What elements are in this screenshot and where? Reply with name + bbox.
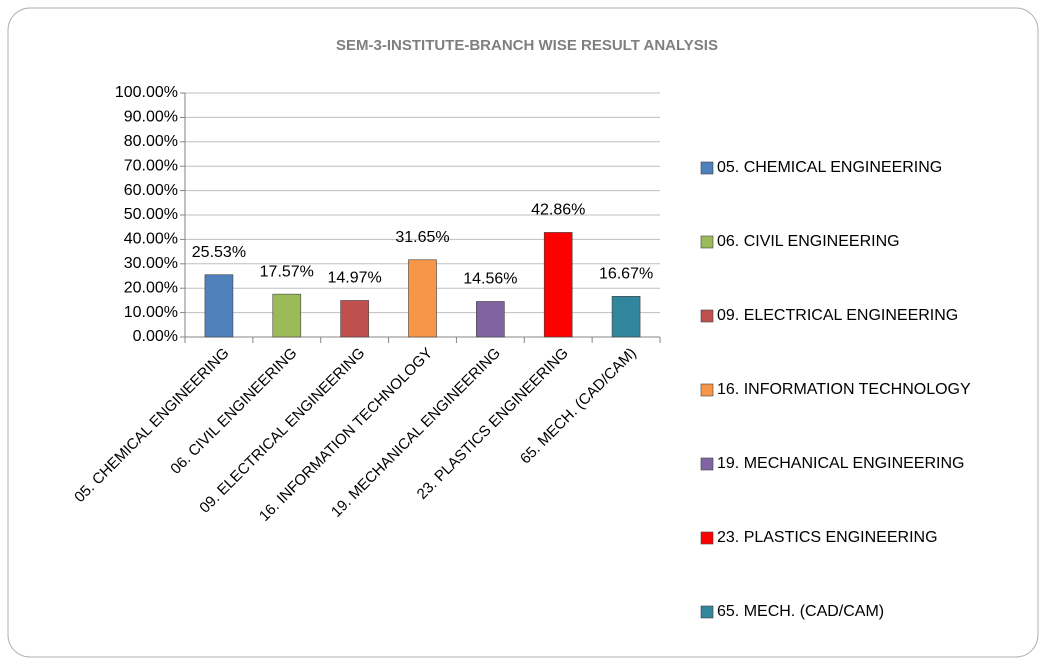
bar <box>272 293 302 338</box>
legend-swatch <box>700 531 714 545</box>
chart-title: SEM-3-INSTITUTE-BRANCH WISE RESULT ANALY… <box>336 37 718 54</box>
chart-border <box>7 7 1039 658</box>
y-tick-label: 20.00% <box>124 279 178 296</box>
y-tick-label: 50.00% <box>124 206 178 223</box>
bar <box>340 300 369 338</box>
y-tick-label: 0.00% <box>133 328 178 345</box>
legend-swatch <box>700 457 714 471</box>
legend-label: 16. INFORMATION TECHNOLOGY <box>717 381 971 398</box>
data-label: 17.57% <box>260 263 314 280</box>
legend-label: 65. MECH. (CAD/CAM) <box>717 603 884 620</box>
y-tick-label: 70.00% <box>124 157 178 174</box>
legend-label: 09. ELECTRICAL ENGINEERING <box>717 307 958 324</box>
bar <box>476 301 505 338</box>
y-tick-label: 60.00% <box>124 182 178 199</box>
legend-swatch <box>700 605 714 619</box>
bar <box>611 296 641 338</box>
data-label: 31.65% <box>395 229 449 246</box>
legend-swatch <box>700 309 714 323</box>
y-tick-label: 40.00% <box>124 231 178 248</box>
y-tick-label: 80.00% <box>124 133 178 150</box>
data-label: 14.97% <box>328 270 382 287</box>
data-label: 42.86% <box>531 202 585 219</box>
legend-swatch <box>700 161 714 175</box>
legend-label: 19. MECHANICAL ENGINEERING <box>717 455 964 472</box>
legend-label: 06. CIVIL ENGINEERING <box>717 233 900 250</box>
bar <box>204 274 234 338</box>
bar <box>543 232 573 338</box>
y-tick-label: 90.00% <box>124 109 178 126</box>
legend-swatch <box>700 383 714 397</box>
legend-label: 05. CHEMICAL ENGINEERING <box>717 159 942 176</box>
y-tick-label: 100.00% <box>115 84 178 101</box>
data-label: 14.56% <box>463 271 517 288</box>
data-label: 25.53% <box>192 244 246 261</box>
y-tick-label: 10.00% <box>124 304 178 321</box>
legend-swatch <box>700 235 714 249</box>
legend-label: 23. PLASTICS ENGINEERING <box>717 529 938 546</box>
bar <box>408 259 437 338</box>
y-tick-label: 30.00% <box>124 255 178 272</box>
data-label: 16.67% <box>599 266 653 283</box>
